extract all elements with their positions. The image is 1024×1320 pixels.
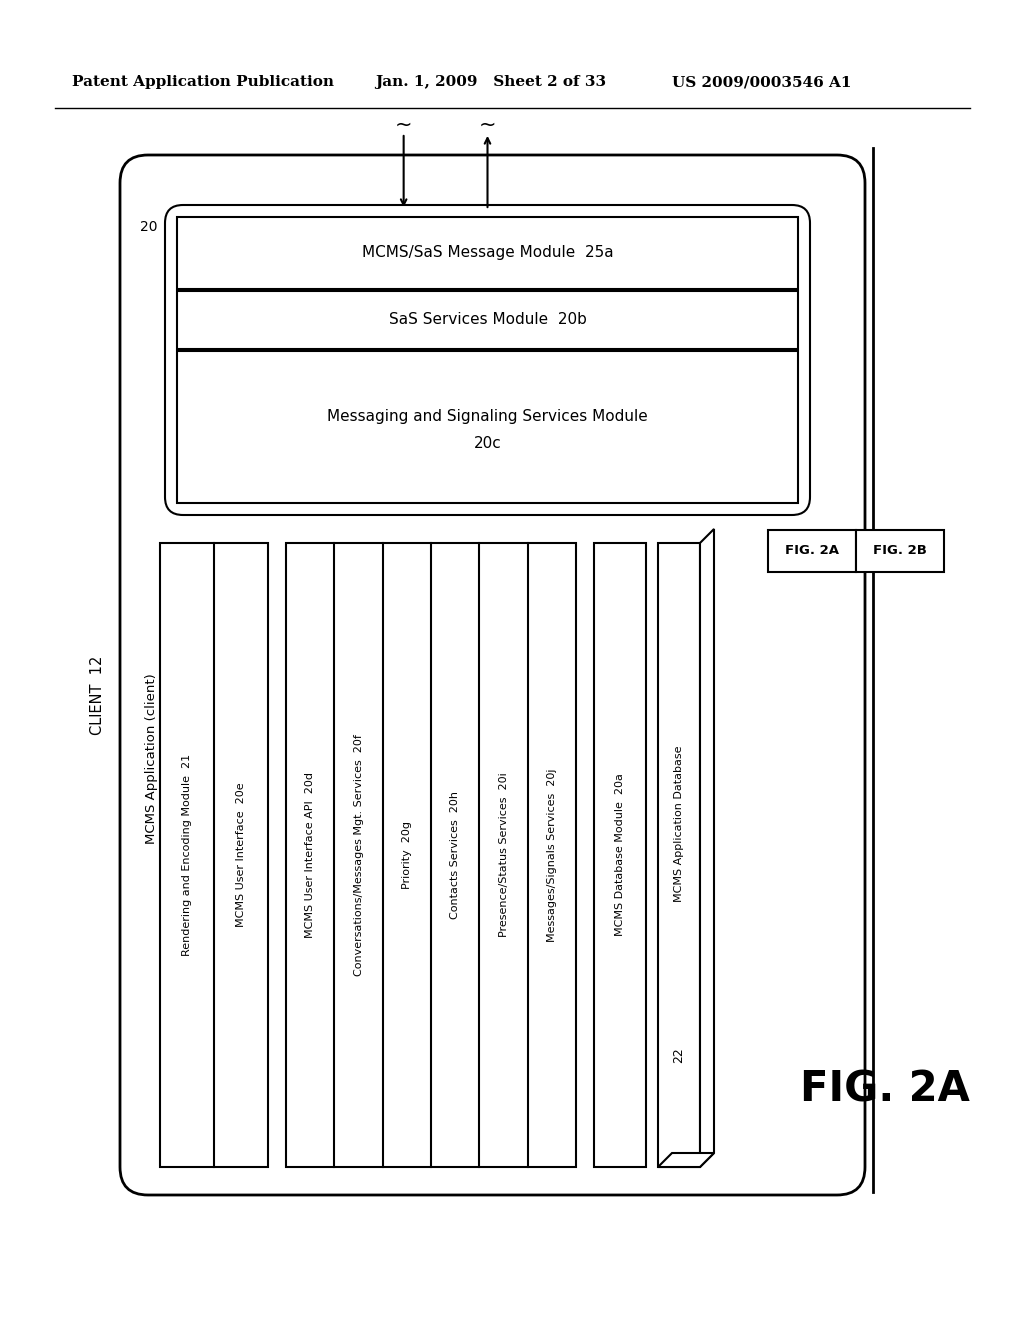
Text: MCMS Application (client): MCMS Application (client) bbox=[145, 673, 159, 843]
Bar bbox=[856, 531, 944, 572]
Text: 20: 20 bbox=[140, 220, 158, 234]
Text: Patent Application Publication: Patent Application Publication bbox=[72, 75, 334, 88]
Text: MCMS Database Module  20a: MCMS Database Module 20a bbox=[615, 774, 625, 936]
Polygon shape bbox=[658, 1152, 714, 1167]
Text: Rendering and Encoding Module  21: Rendering and Encoding Module 21 bbox=[182, 754, 193, 956]
Bar bbox=[768, 531, 856, 572]
Text: Messaging and Signaling Services Module: Messaging and Signaling Services Module bbox=[327, 409, 648, 425]
Text: MCMS User Interface API  20d: MCMS User Interface API 20d bbox=[305, 772, 315, 939]
Text: SaS Services Module  20b: SaS Services Module 20b bbox=[388, 313, 587, 327]
Bar bbox=[594, 543, 646, 1167]
Bar bbox=[160, 543, 268, 1167]
Text: Contacts Services  20h: Contacts Services 20h bbox=[451, 791, 460, 919]
Text: Conversations/Messages Mgt. Services  20f: Conversations/Messages Mgt. Services 20f bbox=[353, 734, 364, 975]
Text: 22: 22 bbox=[673, 1047, 685, 1063]
FancyBboxPatch shape bbox=[120, 154, 865, 1195]
Bar bbox=[177, 216, 798, 289]
Text: FIG. 2B: FIG. 2B bbox=[873, 544, 927, 557]
Text: Jan. 1, 2009   Sheet 2 of 33: Jan. 1, 2009 Sheet 2 of 33 bbox=[375, 75, 606, 88]
Text: ~: ~ bbox=[395, 115, 413, 135]
Text: MCMS User Interface  20e: MCMS User Interface 20e bbox=[236, 783, 246, 928]
Polygon shape bbox=[700, 529, 714, 1167]
Text: Messages/Signals Services  20j: Messages/Signals Services 20j bbox=[547, 768, 557, 941]
Text: CLIENT  12: CLIENT 12 bbox=[90, 656, 105, 735]
Bar bbox=[658, 543, 700, 1167]
Bar bbox=[286, 543, 575, 1167]
Text: Presence/Status Services  20i: Presence/Status Services 20i bbox=[499, 772, 509, 937]
FancyBboxPatch shape bbox=[165, 205, 810, 515]
Text: FIG. 2A: FIG. 2A bbox=[785, 544, 839, 557]
Text: Priority  20g: Priority 20g bbox=[401, 821, 412, 888]
Text: ~: ~ bbox=[479, 115, 497, 135]
Text: FIG. 2A: FIG. 2A bbox=[800, 1069, 970, 1111]
Text: US 2009/0003546 A1: US 2009/0003546 A1 bbox=[672, 75, 852, 88]
Bar bbox=[177, 351, 798, 503]
Text: MCMS Application Database: MCMS Application Database bbox=[674, 746, 684, 902]
Bar bbox=[177, 290, 798, 348]
Text: 20c: 20c bbox=[474, 436, 502, 450]
Text: MCMS/SaS Message Module  25a: MCMS/SaS Message Module 25a bbox=[361, 246, 613, 260]
